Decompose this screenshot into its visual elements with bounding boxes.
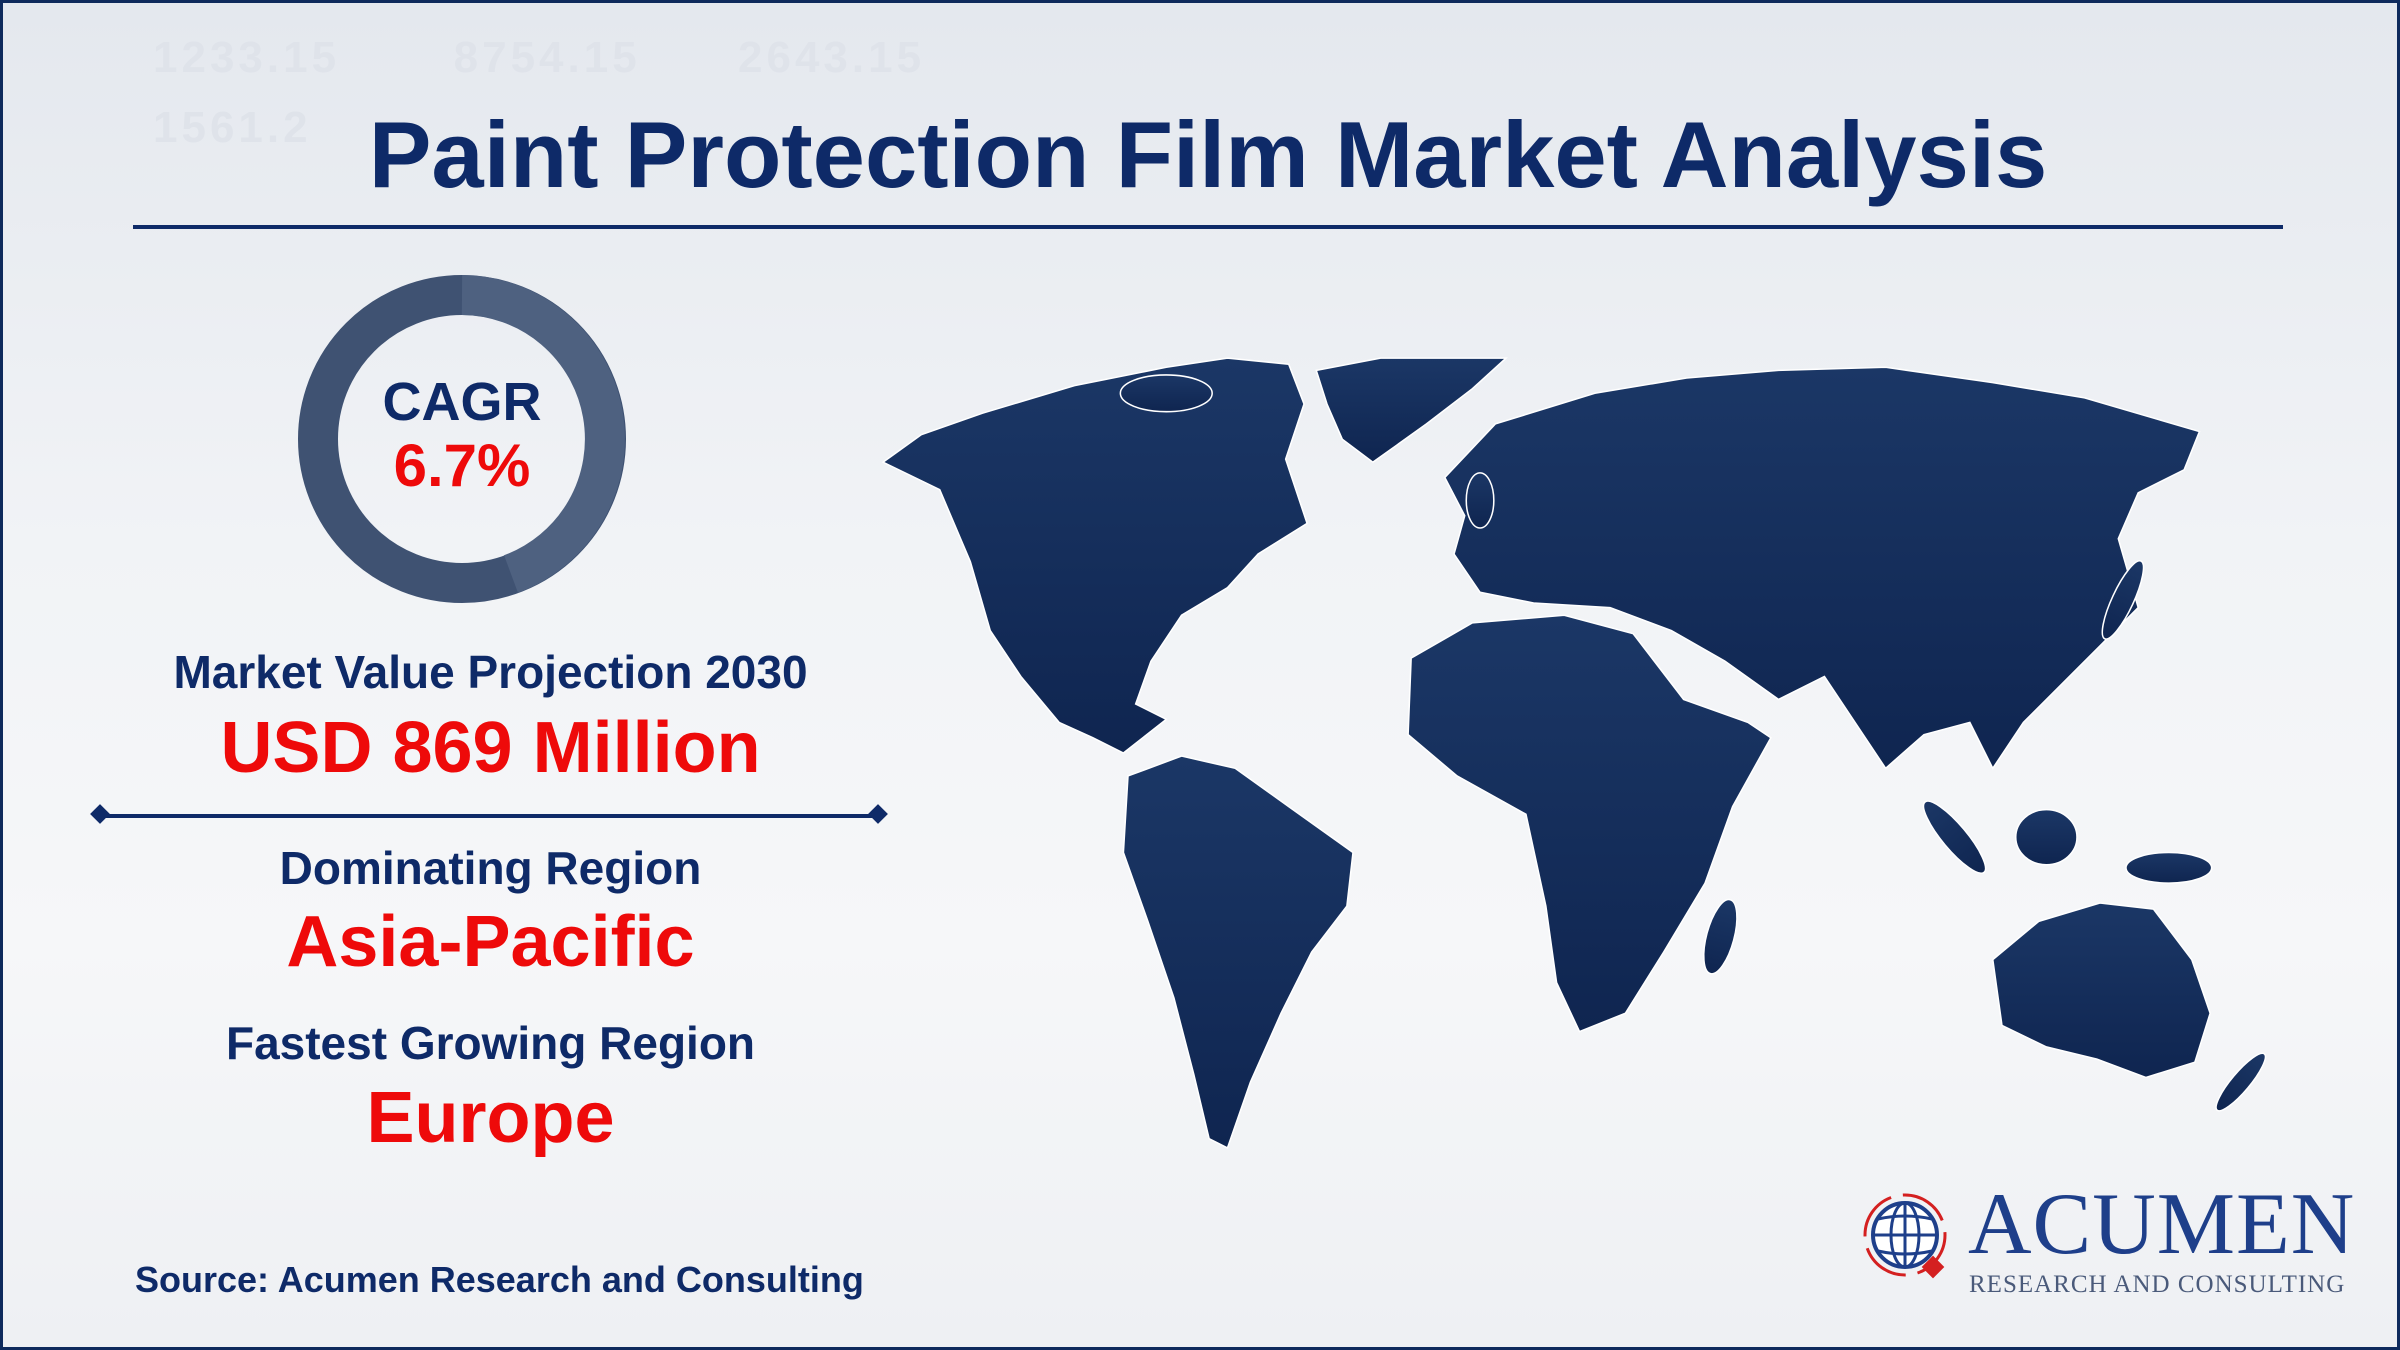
dominating-region-value: Asia-Pacific: [286, 902, 695, 982]
canada-islands: [1119, 374, 1213, 413]
cagr-ring: [298, 275, 626, 603]
world-map: [881, 357, 2267, 1149]
fastest-region-value: Europe: [366, 1078, 615, 1158]
page-title: Paint Protection Film Market Analysis: [368, 102, 2048, 207]
new-zealand: [2215, 1052, 2267, 1112]
north-america: [881, 357, 1308, 754]
fastest-region-label: Fastest Growing Region: [225, 1017, 756, 1069]
background-decoration: 1233.15 8754.15 2643.15: [153, 33, 926, 82]
sumatra: [1922, 800, 1987, 874]
logo-tagline: RESEARCH AND CONSULTING: [1969, 1271, 2346, 1298]
australia: [1991, 902, 2211, 1079]
ring-segment: [461, 275, 625, 593]
globe-icon: [1863, 1193, 1947, 1279]
south-america: [1122, 755, 1354, 1149]
acumen-logo: ACUMEN RESEARCH AND CONSULTING: [1853, 1179, 2354, 1299]
cagr-block: CAGR 6.7%: [298, 275, 626, 603]
africa: [1407, 614, 1772, 1033]
background-decoration: 1561.2: [153, 103, 312, 152]
uk: [1465, 472, 1495, 529]
divider: [103, 814, 878, 818]
japan: [2101, 560, 2145, 640]
dominating-region-label: Dominating Region: [279, 842, 702, 894]
source-text: Source: Acumen Research and Consulting: [135, 1259, 864, 1300]
title-underline: [133, 225, 2283, 229]
new-guinea: [2125, 851, 2213, 884]
madagascar: [1702, 898, 1738, 975]
cagr-label: CAGR: [382, 372, 542, 433]
borneo: [2014, 808, 2078, 866]
cagr-value: 6.7%: [393, 431, 531, 499]
market-value: USD 869 Million: [220, 708, 761, 788]
logo-name: ACUMEN: [1968, 1176, 2356, 1273]
market-value-label: Market Value Projection 2030: [173, 646, 808, 698]
greenland: [1315, 357, 1509, 464]
eurasia: [1443, 366, 2201, 770]
